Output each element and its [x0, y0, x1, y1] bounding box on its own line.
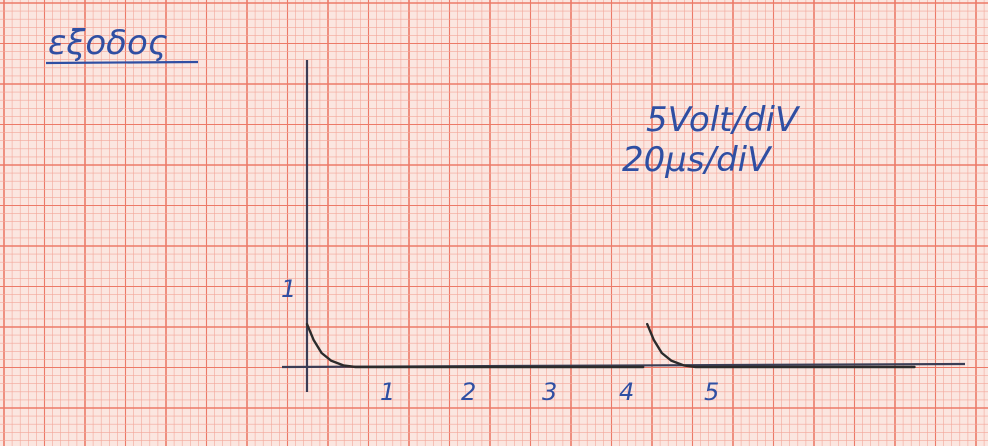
trace-segment-2 — [646, 322, 916, 369]
title-underline — [45, 60, 199, 65]
volts-per-div-text: 5Volt/diV — [646, 100, 801, 140]
tick-labels: 1 2 3 4 5 1 — [281, 275, 719, 406]
x-tick-label: 2 — [461, 378, 476, 406]
x-tick-label: 5 — [704, 378, 719, 406]
x-tick-label: 1 — [380, 378, 395, 406]
title-text: εξοδος — [48, 23, 168, 63]
y-tick-label: 1 — [281, 275, 296, 303]
x-tick-label: 3 — [542, 378, 557, 406]
traces — [305, 322, 916, 369]
x-tick-label: 4 — [619, 378, 634, 406]
trace-segment-1 — [305, 322, 645, 369]
time-per-div-text: 20μs/diV — [622, 140, 773, 180]
